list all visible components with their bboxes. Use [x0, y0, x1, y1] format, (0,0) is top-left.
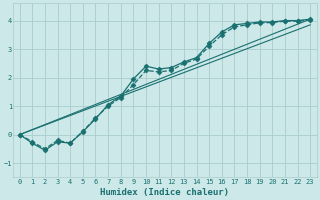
X-axis label: Humidex (Indice chaleur): Humidex (Indice chaleur) [100, 188, 229, 197]
